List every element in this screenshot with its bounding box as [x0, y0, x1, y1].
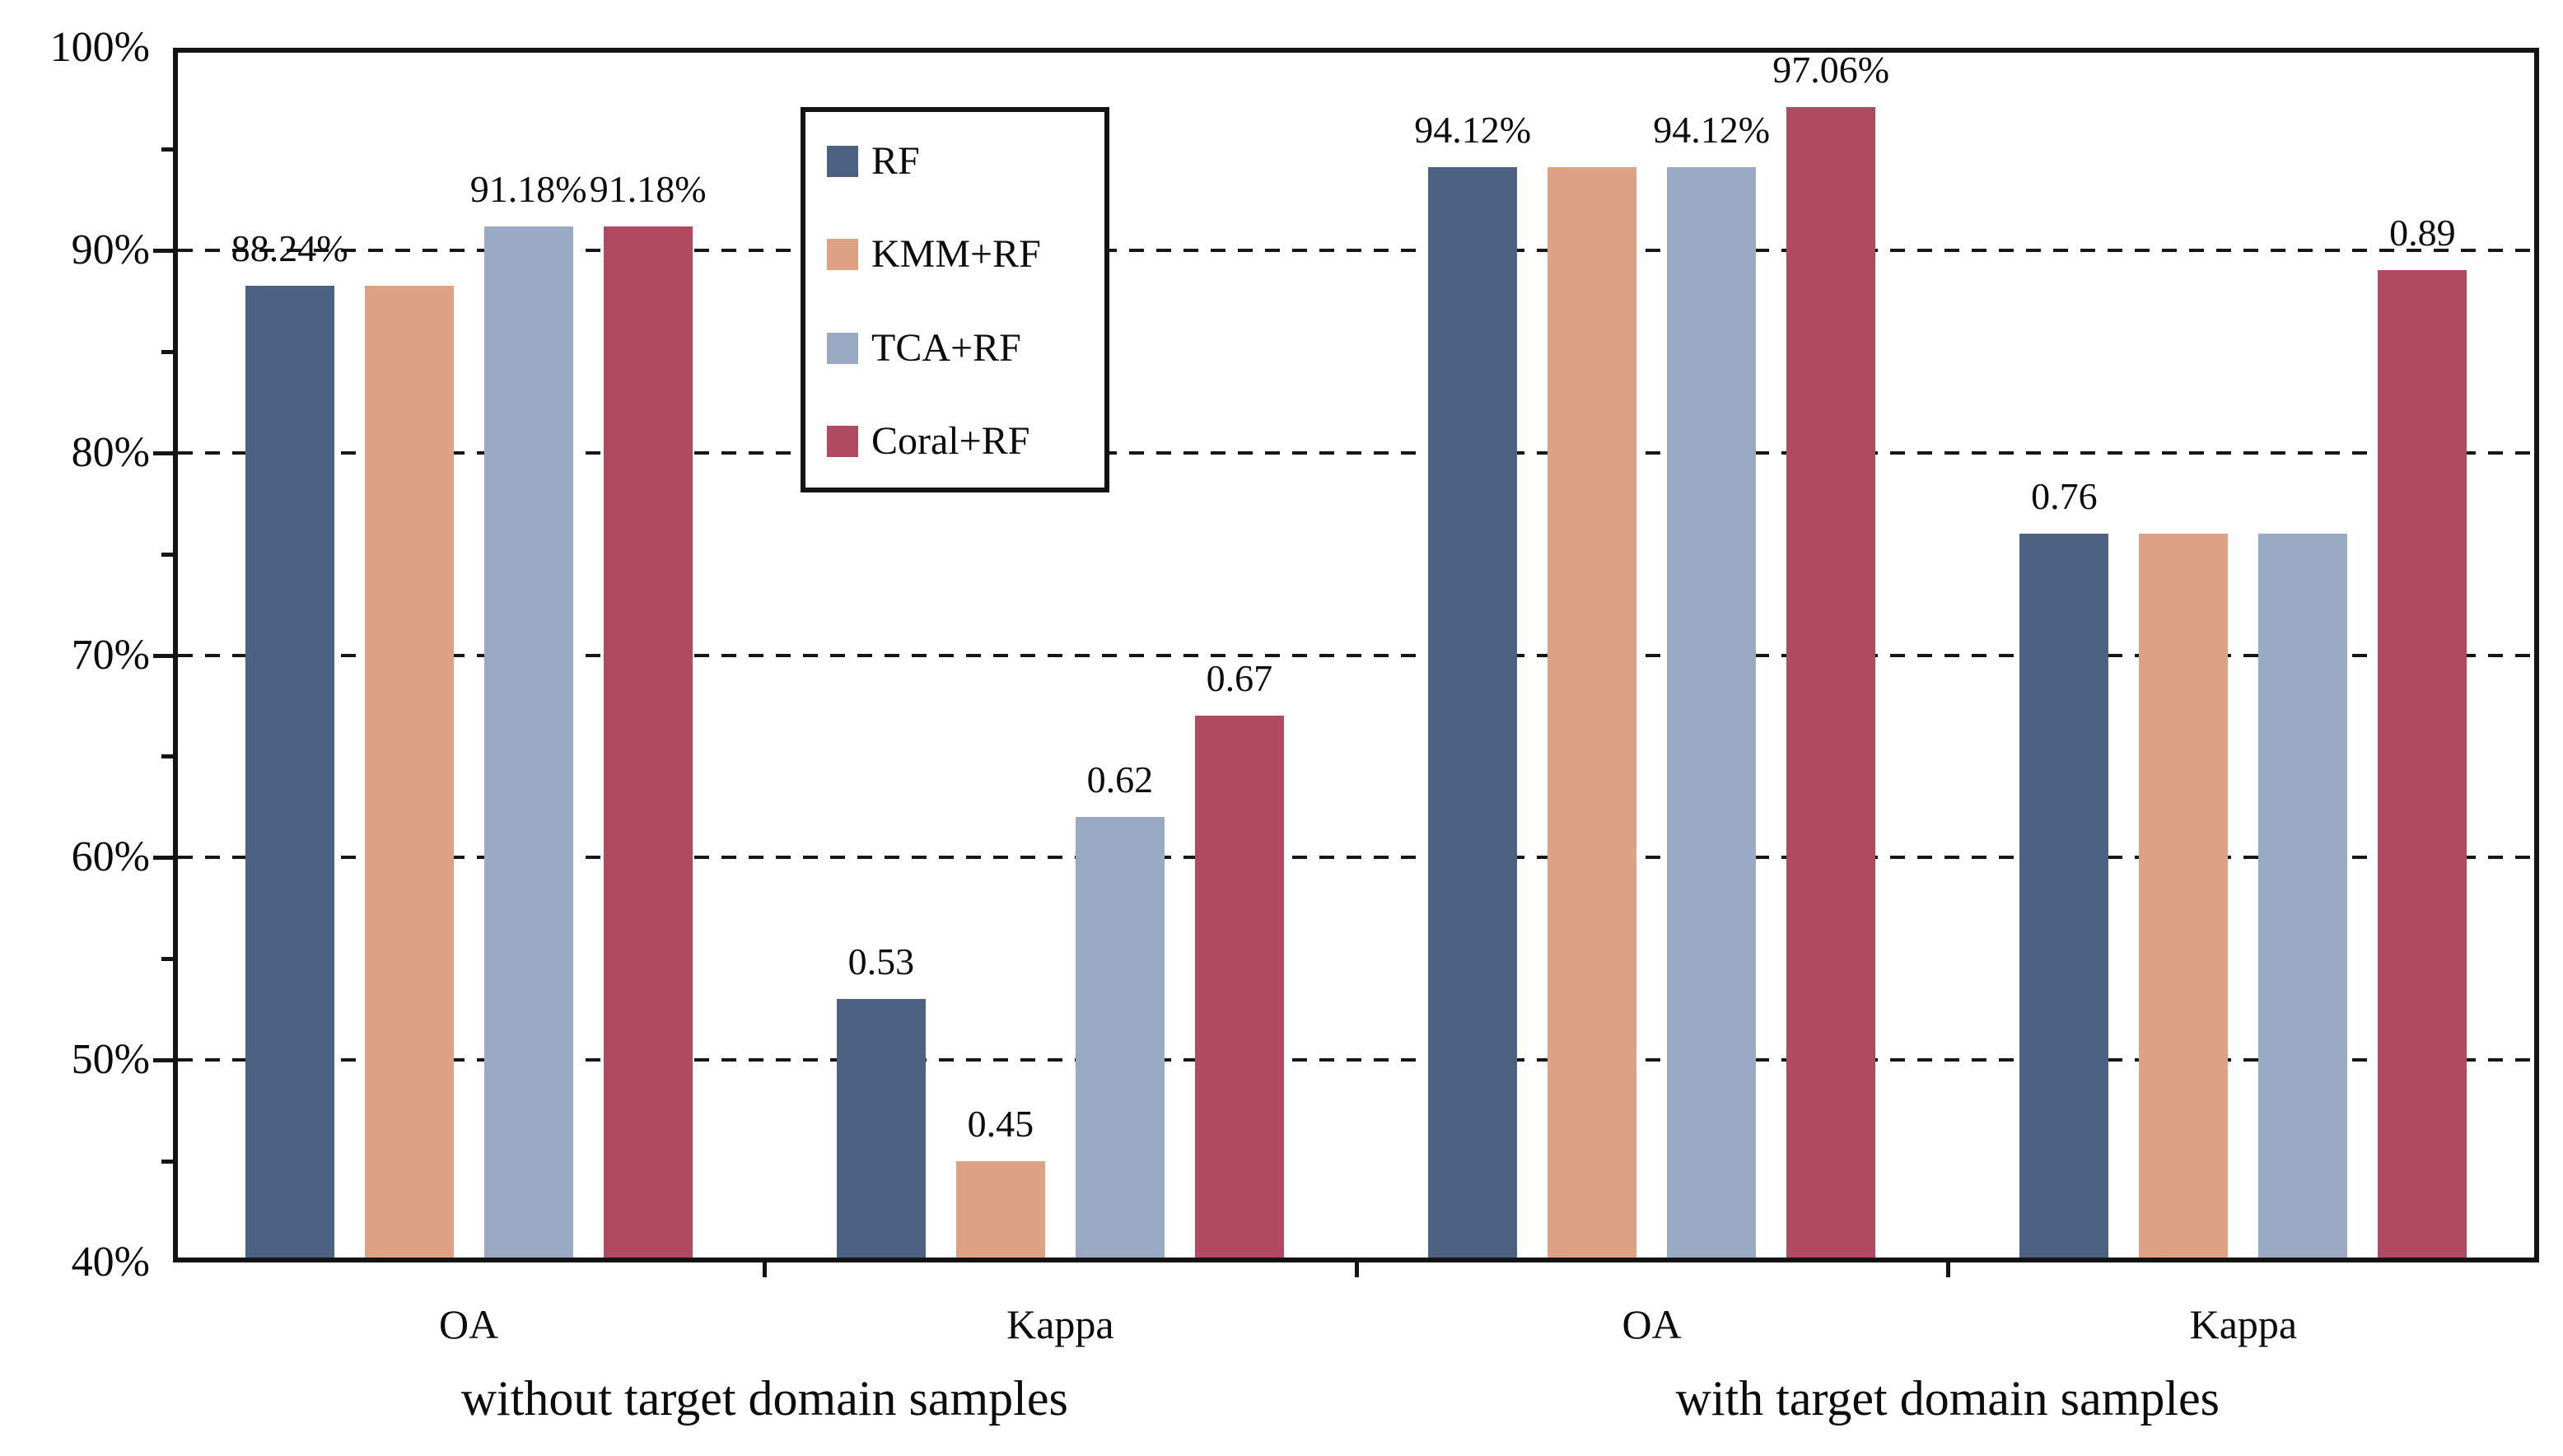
bar-Coral+RF-Kappa-1 — [1194, 716, 1284, 1258]
bar-value-label-Coral+RF-3: 0.89 — [2389, 212, 2456, 254]
group-caption-0: without target domain samples — [460, 1371, 1068, 1426]
bar-Coral+RF-OA-0 — [603, 226, 693, 1258]
bar-TCA+RF-Kappa-1 — [1075, 817, 1165, 1258]
x-axis-boundary-tick-2 — [1354, 1261, 1359, 1277]
y-major-tick-50 — [153, 1058, 173, 1063]
bar-KMM+RF-OA-2 — [1548, 166, 1637, 1258]
legend-label-RF: RF — [871, 139, 920, 183]
y-major-tick-70 — [153, 653, 173, 658]
legend-label-TCA+RF: TCA+RF — [871, 326, 1021, 370]
plot-area — [173, 48, 2539, 1262]
y-minor-tick-65 — [161, 754, 173, 759]
bar-TCA+RF-OA-2 — [1667, 166, 1757, 1258]
bar-value-label-Coral+RF-2: 97.06% — [1772, 49, 1890, 91]
legend-box: RF KMM+RF TCA+RF Coral+RF — [801, 107, 1109, 492]
y-axis-label-90: 90% — [71, 226, 150, 273]
x-axis-boundary-tick-1 — [763, 1261, 768, 1277]
group-caption-1: with target domain samples — [1675, 1371, 2220, 1426]
gridline-50 — [178, 1058, 2534, 1062]
bar-Coral+RF-OA-2 — [1786, 107, 1876, 1258]
y-minor-tick-95 — [161, 147, 173, 152]
bar-KMM+RF-OA-0 — [364, 286, 454, 1258]
bar-Coral+RF-Kappa-3 — [2378, 270, 2467, 1258]
y-major-tick-80 — [153, 450, 173, 455]
y-minor-tick-75 — [161, 552, 173, 557]
bar-value-label-TCA+RF-2: 94.12% — [1653, 108, 1771, 151]
bar-value-label-RF-1: 0.53 — [847, 940, 915, 983]
y-minor-tick-85 — [161, 349, 173, 354]
bar-value-label-KMM+RF-1: 0.45 — [967, 1103, 1034, 1146]
legend-item-Coral+RF: Coral+RF — [827, 422, 1029, 461]
category-label-kappa-1: Kappa — [1006, 1301, 1114, 1347]
y-major-tick-60 — [153, 856, 173, 861]
bar-RF-OA-0 — [245, 286, 334, 1258]
y-minor-tick-55 — [161, 957, 173, 962]
y-axis-label-40: 40% — [71, 1239, 150, 1286]
bar-KMM+RF-Kappa-3 — [2139, 534, 2229, 1258]
bar-value-label-TCA+RF-0: 91.18% — [469, 167, 587, 210]
y-axis-label-60: 60% — [71, 833, 150, 881]
y-axis-label-70: 70% — [71, 631, 150, 679]
legend-label-KMM+RF: KMM+RF — [871, 232, 1041, 276]
y-axis-label-100: 100% — [49, 24, 150, 71]
bar-RF-Kappa-3 — [2019, 534, 2109, 1258]
legend-swatch-icon-RF — [827, 146, 858, 177]
category-label-oa-0: OA — [439, 1301, 499, 1347]
legend-item-TCA+RF: TCA+RF — [827, 329, 1021, 368]
legend-swatch-icon-TCA+RF — [827, 333, 858, 364]
bar-RF-Kappa-1 — [836, 999, 926, 1258]
gridline-70 — [178, 653, 2534, 657]
bar-TCA+RF-Kappa-3 — [2258, 534, 2348, 1258]
bar-value-label-RF-2: 94.12% — [1414, 108, 1532, 151]
legend-swatch-icon-Coral+RF — [827, 426, 858, 457]
bar-KMM+RF-Kappa-1 — [955, 1161, 1045, 1258]
bar-value-label-RF-3: 0.76 — [2031, 475, 2098, 517]
gridline-90 — [178, 248, 2534, 252]
gridline-80 — [178, 450, 2534, 455]
legend-label-Coral+RF: Coral+RF — [871, 419, 1030, 463]
bar-TCA+RF-OA-0 — [483, 226, 573, 1258]
bar-value-label-RF-0: 88.24% — [231, 227, 348, 270]
legend-item-KMM+RF: KMM+RF — [827, 235, 1041, 274]
legend-swatch-icon-KMM+RF — [827, 239, 858, 270]
y-axis-label-80: 80% — [71, 428, 150, 476]
legend-item-RF: RF — [827, 142, 920, 181]
y-major-tick-90 — [153, 248, 173, 253]
y-axis-label-50: 50% — [71, 1036, 150, 1084]
bar-value-label-TCA+RF-1: 0.62 — [1086, 758, 1154, 801]
x-axis-boundary-tick-3 — [1945, 1261, 1950, 1277]
y-minor-tick-45 — [161, 1160, 173, 1164]
bar-value-label-Coral+RF-1: 0.67 — [1206, 657, 1273, 700]
gridline-60 — [178, 856, 2534, 860]
category-label-kappa-3: Kappa — [2189, 1301, 2298, 1347]
bar-value-label-Coral+RF-0: 91.18% — [589, 167, 707, 210]
bar-RF-OA-2 — [1428, 166, 1518, 1258]
category-label-oa-2: OA — [1622, 1301, 1682, 1347]
